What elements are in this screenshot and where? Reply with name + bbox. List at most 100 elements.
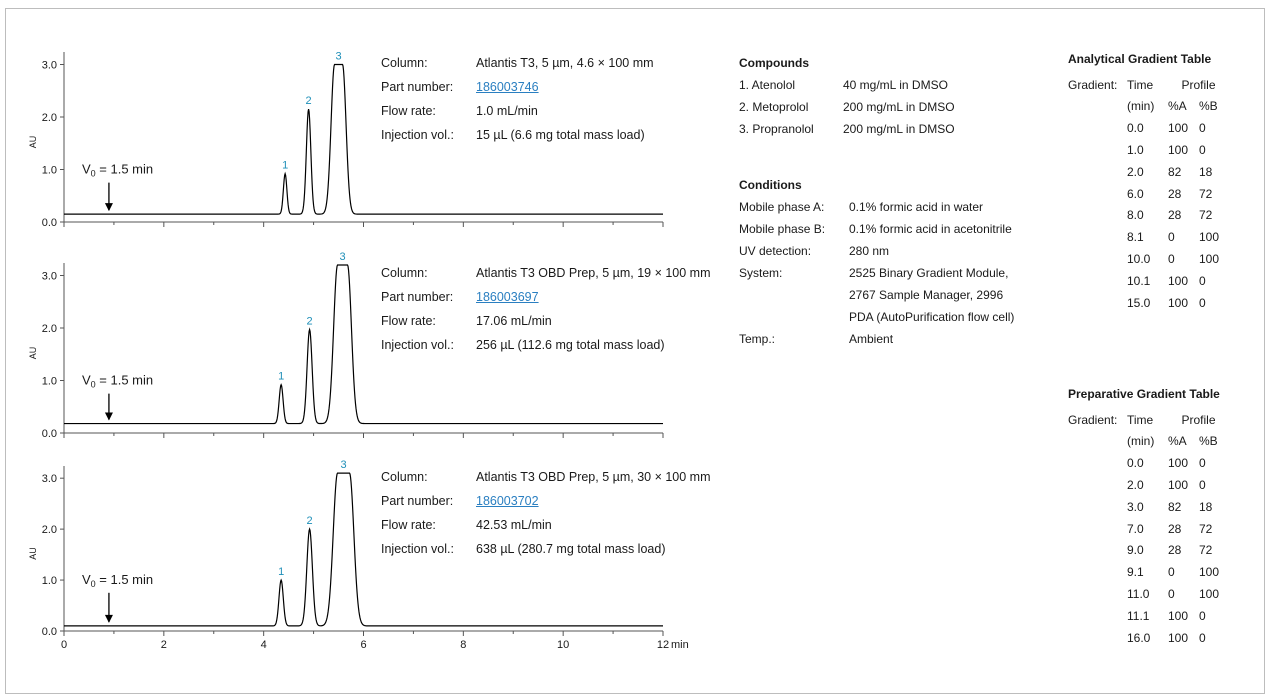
time-cell: 9.0 (1127, 543, 1144, 558)
profile-header: Profile (1181, 77, 1216, 92)
percent-a-cell: 82 (1168, 499, 1182, 514)
percent-b-cell: 100 (1199, 587, 1220, 602)
condition-value: 2525 Binary Gradient Module, (849, 266, 1009, 280)
percent-a-cell: 28 (1168, 208, 1182, 223)
info-label: Part number: (381, 494, 454, 508)
y-axis-label: AU (28, 547, 38, 560)
percent-a-cell: 100 (1168, 121, 1189, 136)
part-number-link[interactable]: 186003746 (476, 80, 539, 94)
y-tick-label: 2.0 (42, 112, 57, 124)
percent-b-cell: 0 (1199, 121, 1206, 136)
time-cell: 9.1 (1127, 565, 1144, 580)
b-header: %B (1199, 434, 1218, 449)
percent-a-cell: 0 (1168, 565, 1175, 580)
percent-a-cell: 100 (1168, 630, 1189, 645)
flow-rate-value: 42.53 mL/min (476, 518, 552, 532)
x-unit-label: min (671, 639, 689, 651)
figure-frame: 0.0 1.0 2.0 3.0 AU 1 2 3 V0 = 1.5 min 0.0 1.0 2.0 3.… (5, 8, 1265, 694)
time-cell: 2.0 (1127, 478, 1144, 493)
condition-value: Ambient (849, 332, 894, 346)
gradient-row: 1.0 100 0 (1068, 139, 1229, 161)
chromatogram-trace (64, 63, 663, 215)
y-tick-label: 2.0 (42, 323, 57, 335)
gradient-label: Gradient: (1068, 412, 1118, 427)
y-tick-label: 0.0 (42, 217, 57, 229)
percent-b-cell: 72 (1199, 543, 1213, 558)
void-label-value: = 1.5 min (96, 572, 153, 587)
percent-b-cell: 100 (1199, 230, 1220, 245)
b-header: %B (1199, 99, 1218, 114)
gradient-row: 7.0 28 72 (1068, 518, 1229, 540)
percent-a-cell: 28 (1168, 521, 1182, 536)
percent-b-cell: 0 (1199, 608, 1206, 623)
percent-b-cell: 0 (1199, 273, 1206, 288)
y-tick-label: 0.0 (42, 428, 57, 440)
percent-b-cell: 0 (1199, 478, 1206, 493)
gradient-row: 2.0 82 18 (1068, 161, 1229, 183)
chromatogram-1: 0.0 1.0 2.0 3.0 AU 1 2 3 V0 = 1.5 min (28, 51, 664, 229)
gradient-label: Gradient: (1068, 77, 1118, 92)
x-tick-label: 12 (657, 639, 669, 651)
void-label-v: V (82, 572, 91, 587)
gradient-row: 11.0 0 100 (1068, 583, 1229, 605)
part-number-link[interactable]: 186003697 (476, 290, 539, 304)
unit-header: (min) (1127, 434, 1155, 449)
info-label: Column: (381, 56, 428, 70)
percent-a-cell: 100 (1168, 143, 1189, 158)
preparative-table-title: Preparative Gradient Table (1068, 387, 1220, 401)
compound-name: 2. Metoprolol (739, 100, 809, 114)
info-label: Flow rate: (381, 314, 436, 328)
part-number-link[interactable]: 186003702 (476, 494, 539, 508)
info-block-2: Column: Atlantis T3 OBD Prep, 5 µm, 19 × … (381, 261, 711, 357)
percent-b-cell: 100 (1199, 565, 1220, 580)
peak-label: 2 (307, 316, 313, 328)
time-cell: 10.1 (1127, 273, 1151, 288)
time-cell: 3.0 (1127, 499, 1144, 514)
percent-a-cell: 28 (1168, 543, 1182, 558)
gradient-row: 3.0 82 18 (1068, 496, 1229, 518)
gradient-row: 6.0 28 72 (1068, 183, 1229, 205)
injection-volume-value: 15 µL (6.6 mg total mass load) (476, 128, 645, 142)
column-value: Atlantis T3 OBD Prep, 5 µm, 19 × 100 mm (476, 266, 711, 280)
condition-value: 280 nm (849, 244, 890, 258)
condition-value: 0.1% formic acid in acetonitrile (849, 222, 1012, 236)
void-arrow-head (104, 203, 113, 212)
peak-label: 1 (278, 566, 284, 578)
info-label: Flow rate: (381, 518, 436, 532)
analytical-gradient-table: Analytical Gradient Table Gradient: Time P… (1068, 52, 1229, 314)
peak-label: 3 (340, 459, 346, 471)
time-cell: 8.0 (1127, 208, 1144, 223)
percent-a-cell: 0 (1168, 587, 1175, 602)
y-tick-label: 3.0 (42, 271, 57, 283)
info-label: Injection vol.: (381, 338, 454, 352)
void-arrow-head (104, 412, 113, 421)
info-label: Part number: (381, 290, 454, 304)
flow-rate-value: 1.0 mL/min (476, 104, 538, 118)
void-label-subscript: 0 (91, 380, 96, 390)
gradient-row: 11.1 100 0 (1068, 605, 1229, 627)
info-label: Column: (381, 266, 428, 280)
column-value: Atlantis T3 OBD Prep, 5 µm, 30 × 100 mm (476, 470, 711, 484)
y-tick-label: 1.0 (42, 575, 57, 587)
condition-label: Mobile phase B: (739, 222, 826, 236)
condition-value: 0.1% formic acid in water (849, 200, 984, 214)
percent-b-cell: 72 (1199, 208, 1213, 223)
percent-b-cell: 72 (1199, 186, 1213, 201)
a-header: %A (1168, 434, 1187, 449)
condition-label: Temp.: (739, 332, 776, 346)
analytical-table-title: Analytical Gradient Table (1068, 52, 1212, 66)
time-cell: 11.1 (1127, 608, 1150, 623)
percent-b-cell: 0 (1199, 630, 1206, 645)
a-header: %A (1168, 99, 1187, 114)
info-block-1: Column: Atlantis T3, 5 µm, 4.6 × 100 mm P… (381, 51, 654, 147)
time-cell: 15.0 (1127, 295, 1151, 310)
peak-label: 1 (282, 160, 288, 172)
time-header: Time (1127, 412, 1154, 427)
gradient-row: 10.0 0 100 (1068, 248, 1229, 270)
y-tick-label: 0.0 (42, 626, 57, 638)
y-tick-label: 1.0 (42, 376, 57, 388)
y-tick-label: 2.0 (42, 524, 57, 536)
time-header: Time (1127, 77, 1154, 92)
